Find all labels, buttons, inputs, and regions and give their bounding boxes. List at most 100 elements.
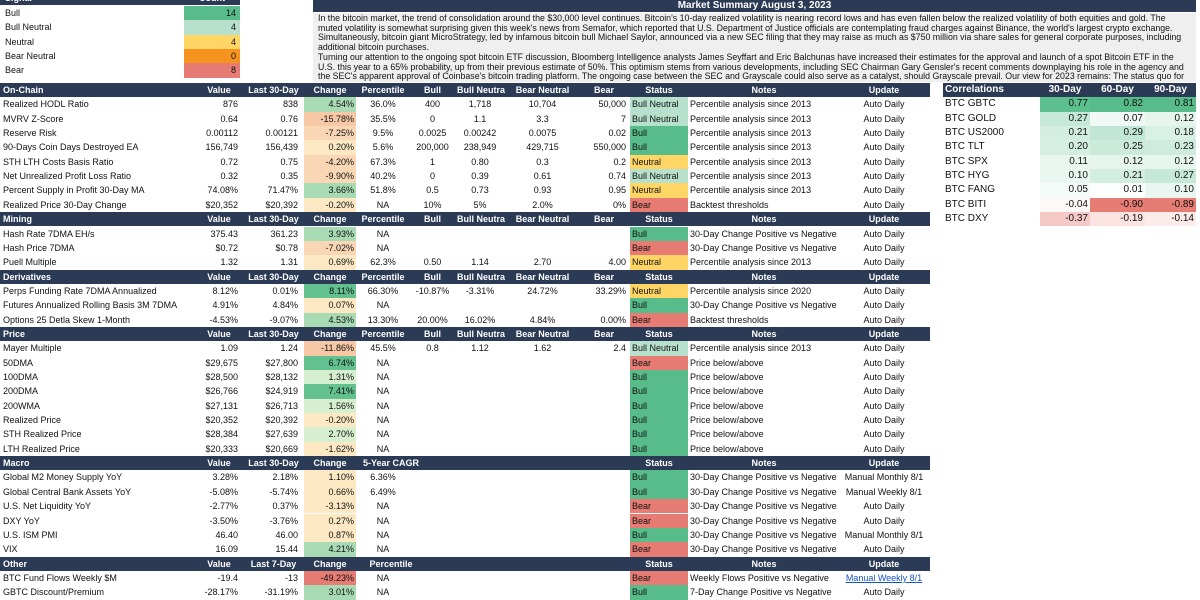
- correlation-value: 0.27: [1145, 169, 1196, 184]
- percentile-cell: NA: [376, 515, 390, 526]
- update-cell: Auto Daily: [863, 228, 905, 239]
- bull-cell: 0: [429, 171, 435, 182]
- change-cell: 8.11%: [304, 283, 356, 299]
- correlation-row: BTC HYG 0.10 0.21 0.27: [943, 169, 1196, 184]
- bull-cell: [410, 399, 455, 413]
- name-cell: Mayer Multiple: [3, 343, 62, 354]
- last-cell: 0.75: [280, 156, 298, 167]
- bear-neutral-cell: 0.61: [533, 171, 552, 182]
- status-cell: Neutral: [630, 255, 688, 270]
- bear-cell: [580, 298, 628, 312]
- change-cell: 6.74%: [304, 355, 356, 370]
- signal-row: Neutral 4: [0, 34, 240, 50]
- value-cell: 16.09: [215, 544, 238, 555]
- bear-neutral-cell: [505, 485, 580, 499]
- column-header: Value: [207, 85, 231, 95]
- bull-neutral-cell: 0.00242: [463, 128, 497, 139]
- bear-neutral-cell: [505, 384, 580, 398]
- name-cell: Hash Rate 7DMA EH/s: [3, 228, 95, 239]
- bear-cell: [580, 384, 628, 398]
- column-header: Bear: [593, 85, 614, 95]
- change-cell: -0.20%: [304, 413, 356, 428]
- last-cell: 46.00: [275, 529, 298, 540]
- signal-label: Bull: [5, 8, 21, 18]
- update-cell: Auto Daily: [863, 386, 905, 397]
- column-header: Status: [645, 458, 673, 469]
- column-header: Other: [3, 558, 28, 569]
- correlation-value: -0.37: [1040, 212, 1090, 227]
- last-cell: $20,392: [265, 415, 298, 426]
- percentile-cell: 6.36%: [370, 472, 396, 483]
- last-cell: 0.00121: [265, 128, 298, 139]
- last-cell: 0.01%: [272, 285, 298, 296]
- change-cell: 0.20%: [304, 140, 356, 155]
- bear-neutral-cell: [505, 571, 580, 585]
- correlation-value: 0.21: [1090, 169, 1145, 184]
- table-row: U.S. ISM PMI 46.40 46.00 0.87% NA Bull 30-Day …: [0, 527, 930, 543]
- bear-cell: 0.74: [608, 171, 626, 182]
- table-row: Hash Price 7DMA $0.72 $0.78 -7.02% NA Bear 30-…: [0, 240, 930, 256]
- bull-neutral-cell: 1,718: [468, 99, 492, 110]
- notes-cell: Price below/above: [690, 415, 764, 426]
- correlation-value: -0.04: [1040, 197, 1090, 213]
- value-cell: 46.40: [215, 529, 238, 540]
- update-cell: Auto Daily: [863, 242, 905, 253]
- bear-neutral-cell: 4.84%: [529, 314, 556, 325]
- bear-cell: [580, 227, 628, 241]
- percentile-cell: NA: [376, 529, 390, 540]
- status-cell: Bear: [630, 542, 688, 557]
- bull-cell: 10%: [423, 199, 442, 210]
- last-cell: $26,713: [265, 400, 298, 411]
- percentile-cell: NA: [376, 199, 390, 210]
- table-row: 50DMA $29,675 $27,800 6.74% NA Bear Price belo…: [0, 355, 930, 370]
- table-row: 100DMA $28,500 $28,132 1.31% NA Bull Price bel…: [0, 370, 930, 385]
- table-row: Realized HODL Ratio 876 838 4.54% 36.0% 400 1,…: [0, 97, 930, 112]
- column-header: Percentile: [361, 214, 405, 225]
- notes-cell: Backtest thresholds: [690, 199, 769, 210]
- status-cell: Bull: [630, 470, 688, 485]
- change-cell: 0.07%: [304, 298, 356, 313]
- column-header: Last 30-Day: [248, 85, 299, 95]
- column-header: Bear Neutral: [515, 328, 570, 339]
- change-cell: -7.25%: [304, 126, 356, 141]
- change-cell: -15.78%: [304, 111, 356, 127]
- update-cell: Auto Daily: [863, 515, 905, 526]
- table-row: 90-Days Coin Days Destroyed EA 156,749 156…: [0, 140, 930, 155]
- percentile-cell: NA: [376, 372, 390, 382]
- correlation-value: 0.27: [1040, 111, 1090, 127]
- column-header: Price: [3, 328, 26, 339]
- change-cell: 0.69%: [304, 255, 356, 270]
- table-row: 200DMA $26,766 $24,919 7.41% NA Bull Price bel…: [0, 384, 930, 399]
- correlation-row: BTC TLT 0.20 0.25 0.23: [943, 140, 1196, 155]
- value-cell: 876: [222, 99, 238, 110]
- update-cell: Auto Daily: [863, 587, 905, 598]
- last-cell: 15.44: [275, 544, 298, 555]
- update-cell: Auto Daily: [863, 113, 905, 124]
- bear-cell: 0.2: [613, 156, 626, 167]
- value-cell: 8.12%: [212, 285, 238, 296]
- bear-cell: [580, 585, 628, 599]
- status-cell: Bear: [630, 513, 688, 528]
- column-header: Bear: [593, 328, 614, 339]
- update-cell: Auto Daily: [863, 156, 905, 167]
- correlation-value: 0.12: [1145, 111, 1196, 127]
- last-cell: $28,132: [265, 372, 298, 382]
- correlation-value: 0.18: [1145, 126, 1196, 141]
- value-cell: -19.4: [217, 572, 238, 583]
- column-header: Value: [207, 458, 231, 469]
- percentile-cell: 62.3%: [370, 257, 396, 268]
- update-cell: Auto Daily: [863, 415, 905, 426]
- percentile-cell: NA: [376, 386, 390, 397]
- update-cell[interactable]: Manual Weekly 8/1: [845, 572, 923, 583]
- notes-cell: Percentile analysis since 2013: [690, 156, 812, 167]
- signal-label: Neutral: [5, 36, 35, 47]
- bull-cell: 1: [429, 156, 435, 167]
- name-cell: U.S. ISM PMI: [3, 529, 58, 540]
- signal-label: Bear Neutral: [5, 51, 56, 62]
- name-cell: GBTC Discount/Premium: [3, 587, 105, 598]
- percentile-cell: NA: [376, 400, 390, 411]
- name-cell: STH LTH Costs Basis Ratio: [3, 156, 114, 167]
- bull-cell: [410, 528, 455, 542]
- update-cell: Auto Daily: [863, 185, 905, 196]
- bull-neutral-cell: [455, 413, 505, 427]
